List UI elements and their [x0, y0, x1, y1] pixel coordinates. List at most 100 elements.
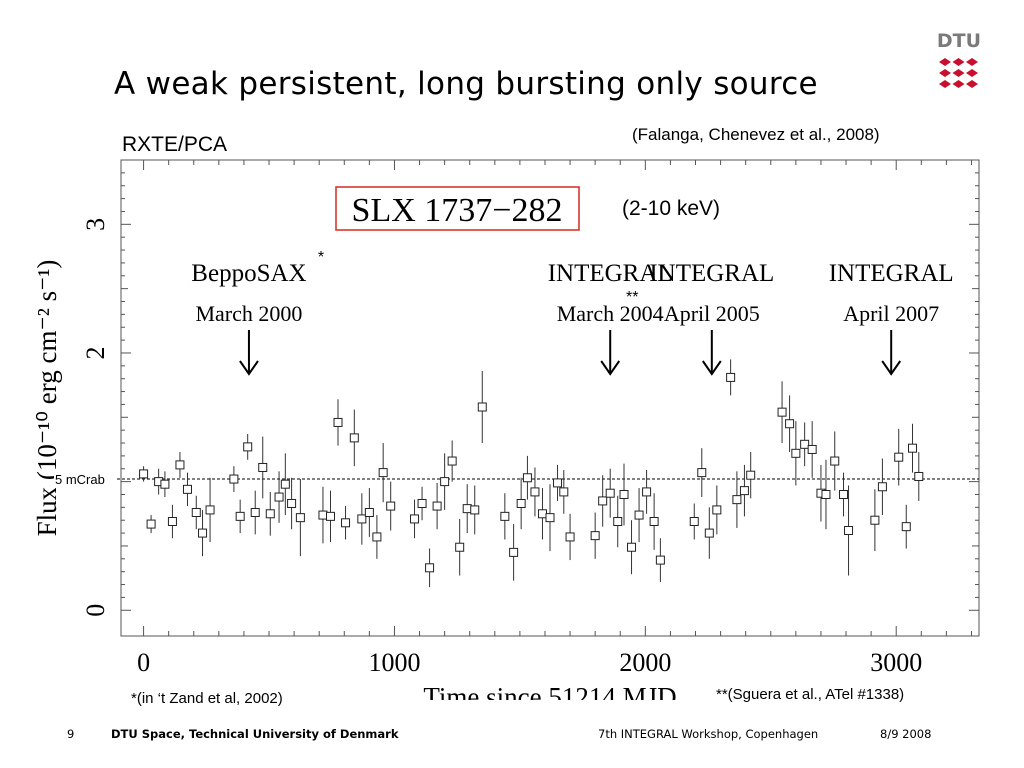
- dtu-logo-text: DTU: [936, 30, 982, 52]
- data-point: [325, 511, 335, 521]
- instrument-label: RXTE/PCA: [122, 133, 228, 156]
- data-point: [545, 513, 555, 523]
- data-point: [870, 515, 880, 525]
- data-point: [785, 419, 795, 429]
- annotation-date: April 2007: [843, 301, 939, 326]
- data-point: [553, 478, 563, 488]
- reference-line-label: 5 mCrab: [55, 472, 105, 487]
- annotation-arrow-head: [239, 360, 259, 376]
- data-point: [739, 486, 749, 496]
- data-point: [364, 507, 374, 517]
- data-point: [274, 492, 284, 502]
- data-point: [689, 517, 699, 527]
- x-tick-label: 1000: [368, 648, 420, 677]
- data-point: [265, 509, 275, 519]
- data-point: [175, 460, 185, 470]
- annotation-arrow-head: [881, 360, 902, 376]
- annotation-mission: INTEGRAL: [649, 260, 774, 287]
- data-point: [697, 468, 707, 478]
- dtu-wave-shape: [952, 58, 965, 66]
- data-point: [844, 526, 854, 536]
- data-point: [914, 471, 924, 481]
- data-point: [243, 442, 253, 452]
- annotation-date: March 2004: [557, 301, 664, 326]
- data-point: [565, 532, 575, 542]
- data-point: [341, 518, 351, 528]
- dtu-wave-shape: [952, 80, 965, 88]
- data-point: [726, 372, 736, 382]
- data-point: [908, 443, 918, 453]
- page-number: 9: [67, 727, 75, 741]
- x-axis-label: Time since 51214 MJD: [423, 682, 676, 700]
- y-tick-label: 2: [81, 346, 110, 359]
- data-point: [425, 563, 435, 573]
- data-point: [649, 517, 659, 527]
- footer-date: 8/9 2008: [880, 727, 932, 741]
- dtu-wave-shape: [939, 69, 951, 77]
- dtu-wave-shape: [939, 58, 951, 66]
- data-point: [447, 456, 457, 466]
- annotation-arrow-head: [701, 360, 722, 376]
- data-point: [894, 452, 904, 462]
- footer-event: 7th INTEGRAL Workshop, Copenhagen: [598, 727, 819, 741]
- dtu-wave-shape: [952, 69, 965, 77]
- data-point: [146, 519, 156, 529]
- data-point: [590, 531, 600, 541]
- data-point: [627, 542, 637, 552]
- data-point: [167, 517, 177, 527]
- footer-organization: DTU Space, Technical University of Denma…: [111, 727, 399, 741]
- data-point: [712, 505, 722, 515]
- y-tick-label: 0: [81, 604, 110, 617]
- data-point: [470, 505, 480, 515]
- reference-label-background: [54, 470, 117, 489]
- data-point: [732, 495, 742, 505]
- data-point: [559, 487, 569, 497]
- annotation-date: April 2005: [664, 301, 760, 326]
- dtu-wave-shape: [966, 69, 978, 77]
- data-point: [537, 509, 547, 519]
- data-point: [477, 402, 487, 412]
- data-point: [777, 407, 787, 417]
- data-point: [280, 479, 290, 489]
- data-point: [530, 487, 540, 497]
- plot-frame: [120, 159, 980, 637]
- annotation-marker: **: [626, 289, 638, 306]
- data-point: [613, 517, 623, 527]
- data-point: [250, 507, 260, 517]
- x-tick-label: 2000: [619, 648, 671, 677]
- y-axis-label: Flux (10⁻¹⁰ erg cm⁻² s⁻¹): [32, 260, 62, 537]
- data-point: [333, 417, 343, 427]
- observation-annotation: INTEGRAL April 2007: [829, 260, 954, 376]
- data-point: [704, 528, 714, 538]
- data-point: [901, 522, 911, 532]
- annotation-date: March 2000: [195, 301, 302, 326]
- data-point: [821, 489, 831, 499]
- data-point: [877, 482, 887, 492]
- data-point: [455, 542, 465, 552]
- data-point: [791, 448, 801, 458]
- data-point: [357, 514, 367, 524]
- data-point: [191, 507, 201, 517]
- data-point: [500, 511, 510, 521]
- observation-annotation: INTEGRAL March 2004**: [548, 260, 673, 376]
- x-tick-label: 0: [137, 648, 150, 677]
- data-point: [800, 439, 810, 449]
- data-point: [235, 511, 245, 521]
- chart-title-box: [335, 186, 580, 231]
- dtu-wave-shape: [966, 58, 978, 66]
- data-point: [318, 510, 328, 520]
- light-curve-chart: 01000200030000123Time since 51214 MJDFlu…: [32, 159, 980, 700]
- data-point: [839, 489, 849, 499]
- data-point: [417, 498, 427, 508]
- chart-title: SLX 1737−282: [352, 192, 563, 229]
- dtu-wave-shape: [939, 80, 951, 88]
- data-point: [746, 470, 756, 480]
- annotation-marker: *: [318, 249, 324, 266]
- data-point: [160, 479, 170, 489]
- data-point: [440, 477, 450, 487]
- data-point: [410, 514, 420, 524]
- data-point: [386, 501, 396, 511]
- data-point: [198, 528, 208, 538]
- dtu-wave-icon: [939, 58, 978, 88]
- data-point: [205, 505, 215, 515]
